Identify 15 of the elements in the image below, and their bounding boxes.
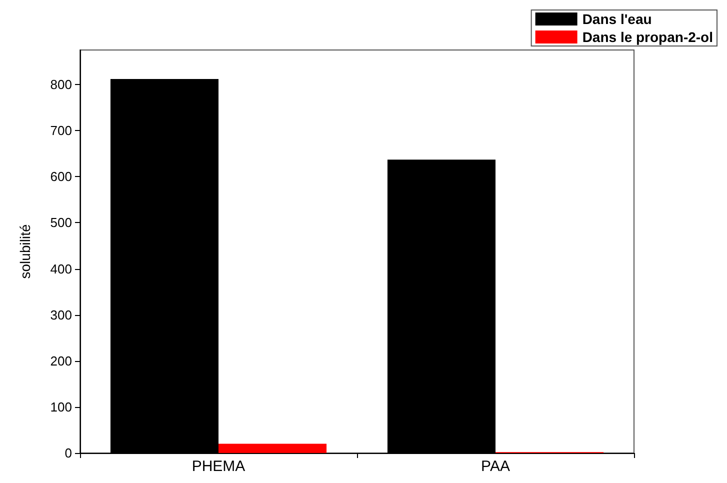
legend-label: Dans le propan-2-ol bbox=[582, 29, 714, 45]
bar bbox=[218, 444, 327, 453]
y-tick-label: 200 bbox=[50, 353, 72, 368]
y-tick-label: 0 bbox=[64, 446, 72, 460]
y-tick-label: 600 bbox=[50, 169, 72, 184]
y-tick-label: 800 bbox=[50, 77, 72, 92]
y-tick-label: 500 bbox=[50, 215, 72, 230]
y-tick-label: 400 bbox=[50, 261, 72, 276]
y-tick-label: 100 bbox=[50, 399, 72, 414]
legend-label: Dans l'eau bbox=[582, 11, 652, 27]
y-tick-label: 700 bbox=[50, 123, 72, 138]
y-axis-title: solubilité bbox=[17, 224, 33, 279]
x-tick-label: PHEMA bbox=[192, 458, 246, 475]
x-tick-label: PAA bbox=[481, 458, 510, 475]
y-tick-label: 300 bbox=[50, 307, 72, 322]
